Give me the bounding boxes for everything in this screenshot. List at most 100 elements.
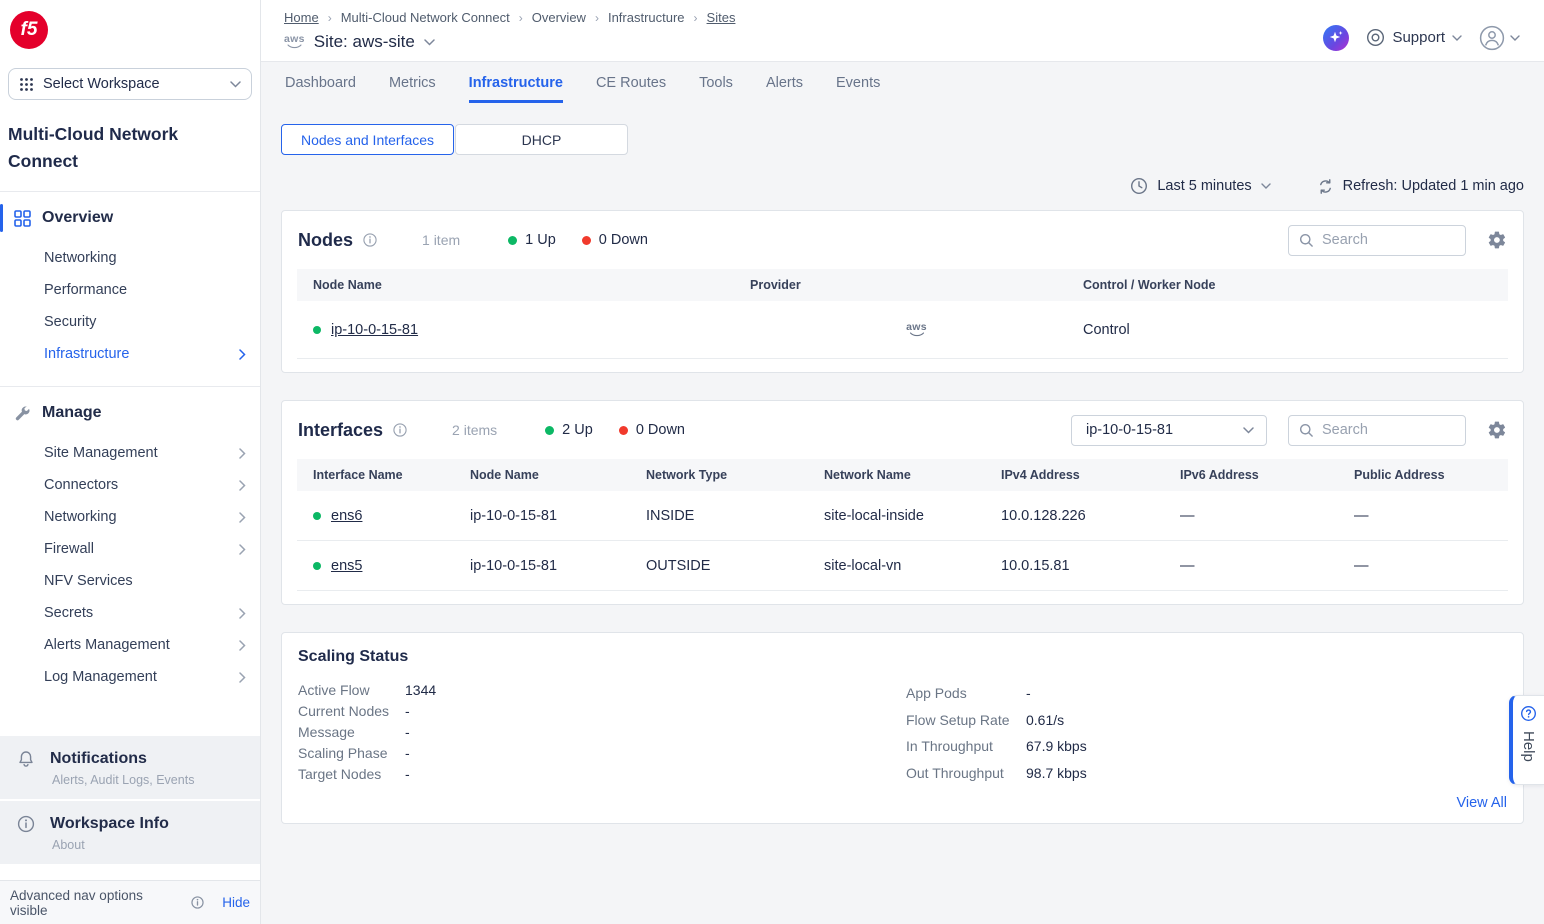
subtab-nodes-and-interfaces[interactable]: Nodes and Interfaces [281, 124, 454, 155]
time-controls: Last 5 minutes Refresh: Updated 1 min ag… [281, 177, 1524, 195]
gear-icon[interactable] [1487, 230, 1507, 250]
metric-label: Message [298, 722, 405, 743]
breadcrumb-overview[interactable]: Overview [532, 10, 586, 25]
breadcrumb-infrastructure[interactable]: Infrastructure [608, 10, 685, 25]
workspace-selector[interactable]: Select Workspace [8, 68, 252, 100]
breadcrumb-sites[interactable]: Sites [707, 10, 736, 25]
sidebar-item-label: Infrastructure [44, 346, 129, 362]
tab-events[interactable]: Events [836, 75, 880, 103]
sidebar-workspace-info[interactable]: Workspace Info About [0, 801, 260, 864]
time-range-label: Last 5 minutes [1157, 178, 1251, 194]
sidebar-item-nfv-services[interactable]: NFV Services [0, 565, 260, 597]
metric-label: Flow Setup Rate [906, 707, 1026, 734]
interfaces-search-input[interactable] [1322, 422, 1455, 438]
sidebar-item-secrets[interactable]: Secrets [0, 597, 260, 629]
sidebar-item-site-management[interactable]: Site Management [0, 437, 260, 469]
sidebar-item-log-management[interactable]: Log Management [0, 661, 260, 693]
nodes-up-status: 1 Up [508, 232, 556, 248]
refresh-button[interactable]: Refresh: Updated 1 min ago [1317, 178, 1524, 195]
sidebar-item-manage-networking[interactable]: Networking [0, 501, 260, 533]
nodes-title: Nodes [298, 230, 353, 251]
subtab-dhcp[interactable]: DHCP [455, 124, 628, 155]
breadcrumb-mcn[interactable]: Multi-Cloud Network Connect [341, 10, 510, 25]
chevron-right-icon [239, 640, 246, 651]
support-menu[interactable]: Support [1366, 28, 1462, 47]
down-label: 0 Down [636, 422, 685, 438]
metric-value: - [405, 764, 410, 785]
column-header: Node Name [470, 468, 646, 482]
sidebar-item-networking[interactable]: Networking [0, 242, 260, 274]
sidebar: f5 Select Workspace Multi-Cloud Network … [0, 0, 261, 924]
support-icon [1366, 28, 1385, 47]
breadcrumb-separator: › [595, 11, 599, 25]
sidebar-notifications[interactable]: Notifications Alerts, Audit Logs, Events [0, 736, 260, 799]
status-dot [313, 562, 321, 570]
interface-name-cell: ens6 [313, 508, 470, 524]
metric-label: Out Throughput [906, 760, 1026, 787]
metric-label: Scaling Phase [298, 743, 405, 764]
refresh-status: Refresh: Updated 1 min ago [1343, 178, 1524, 194]
time-range-selector[interactable]: Last 5 minutes [1130, 177, 1270, 195]
clock-icon [1130, 177, 1148, 195]
sidebar-item-security[interactable]: Security [0, 306, 260, 338]
tab-bar: Dashboard Metrics Infrastructure CE Rout… [285, 75, 1524, 103]
chevron-right-icon [239, 448, 246, 459]
tab-dashboard[interactable]: Dashboard [285, 75, 356, 103]
nav-group-label: Overview [42, 209, 113, 227]
tab-ce-routes[interactable]: CE Routes [596, 75, 666, 103]
info-icon[interactable] [362, 232, 378, 248]
view-all-link[interactable]: View All [1456, 795, 1507, 811]
tab-metrics[interactable]: Metrics [389, 75, 436, 103]
column-header: Public Address [1354, 468, 1508, 482]
aws-provider-icon: aws [750, 323, 1083, 337]
nav-group-manage[interactable]: Manage [0, 389, 260, 437]
tab-infrastructure[interactable]: Infrastructure [469, 75, 563, 103]
account-menu[interactable] [1479, 25, 1520, 51]
chevron-right-icon [239, 608, 246, 619]
interfaces-count: 2 items [452, 422, 497, 438]
metric-value: - [405, 701, 410, 722]
tab-alerts[interactable]: Alerts [766, 75, 803, 103]
chevron-down-icon [1243, 427, 1254, 434]
down-dot [619, 426, 628, 435]
interface-link[interactable]: ens6 [331, 508, 362, 524]
sidebar-item-firewall[interactable]: Firewall [0, 533, 260, 565]
nodes-search-input[interactable] [1322, 232, 1455, 248]
help-tab[interactable]: Help [1509, 695, 1544, 785]
refresh-icon [1317, 178, 1334, 195]
interfaces-up-status: 2 Up [545, 422, 593, 438]
node-filter-select[interactable]: ip-10-0-15-81 [1071, 415, 1267, 446]
ai-assistant-button[interactable] [1323, 25, 1349, 51]
nav-group-overview[interactable]: Overview [0, 194, 260, 242]
scaling-metrics-right: App Pods- Flow Setup Rate0.61/s In Throu… [906, 680, 1087, 786]
breadcrumb-separator: › [694, 11, 698, 25]
site-title-row[interactable]: aws Site: aws-site [284, 32, 735, 52]
breadcrumb-home[interactable]: Home [284, 10, 319, 25]
sidebar-item-connectors[interactable]: Connectors [0, 469, 260, 501]
sidebar-item-label: NFV Services [44, 573, 133, 589]
column-header: Provider [750, 278, 1083, 292]
tab-tools[interactable]: Tools [699, 75, 733, 103]
ipv4-cell: 10.0.15.81 [1001, 558, 1180, 574]
f5-logo[interactable]: f5 [10, 11, 48, 49]
table-row: ip-10-0-15-81 aws Control [297, 301, 1508, 359]
sidebar-item-performance[interactable]: Performance [0, 274, 260, 306]
node-filter-value: ip-10-0-15-81 [1086, 422, 1173, 438]
metric-label: Current Nodes [298, 701, 405, 722]
info-icon[interactable] [392, 422, 408, 438]
sidebar-item-label: Secrets [44, 605, 93, 621]
chevron-right-icon [239, 349, 246, 360]
scaling-status-panel: Scaling Status Active Flow1344 Current N… [281, 632, 1524, 824]
workspace-info-subtitle: About [52, 838, 244, 852]
sidebar-item-alerts-management[interactable]: Alerts Management [0, 629, 260, 661]
metric-label: App Pods [906, 680, 1026, 707]
sidebar-item-infrastructure[interactable]: Infrastructure [0, 338, 260, 370]
topbar-actions: Support [1323, 14, 1520, 61]
hide-advanced-nav-link[interactable]: Hide [222, 895, 250, 910]
interface-link[interactable]: ens5 [331, 558, 362, 574]
node-link[interactable]: ip-10-0-15-81 [331, 322, 418, 338]
table-row: ens5 ip-10-0-15-81 OUTSIDE site-local-vn… [297, 541, 1508, 591]
gear-icon[interactable] [1487, 420, 1507, 440]
interfaces-search [1288, 415, 1466, 446]
chevron-right-icon [239, 512, 246, 523]
